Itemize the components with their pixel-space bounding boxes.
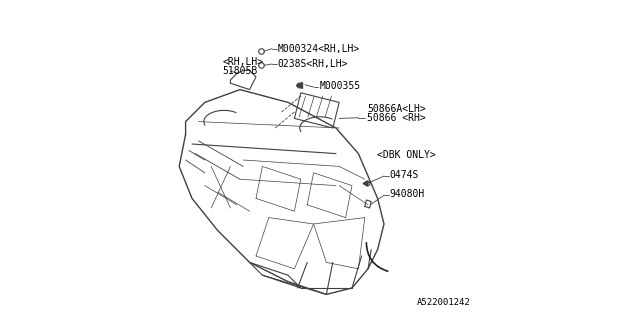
Text: M000355: M000355 bbox=[319, 81, 360, 92]
Text: 0238S<RH,LH>: 0238S<RH,LH> bbox=[278, 59, 348, 69]
Text: <DBK ONLY>: <DBK ONLY> bbox=[377, 150, 436, 160]
Text: 0474S: 0474S bbox=[390, 170, 419, 180]
Text: A522001242: A522001242 bbox=[417, 298, 470, 307]
Text: <RH,LH>: <RH,LH> bbox=[223, 57, 264, 67]
Text: 51805B: 51805B bbox=[223, 66, 258, 76]
Text: 94080H: 94080H bbox=[390, 189, 425, 199]
Text: 50866 <RH>: 50866 <RH> bbox=[367, 113, 426, 124]
Text: 50866A<LH>: 50866A<LH> bbox=[367, 104, 426, 115]
Text: M000324<RH,LH>: M000324<RH,LH> bbox=[278, 44, 360, 54]
